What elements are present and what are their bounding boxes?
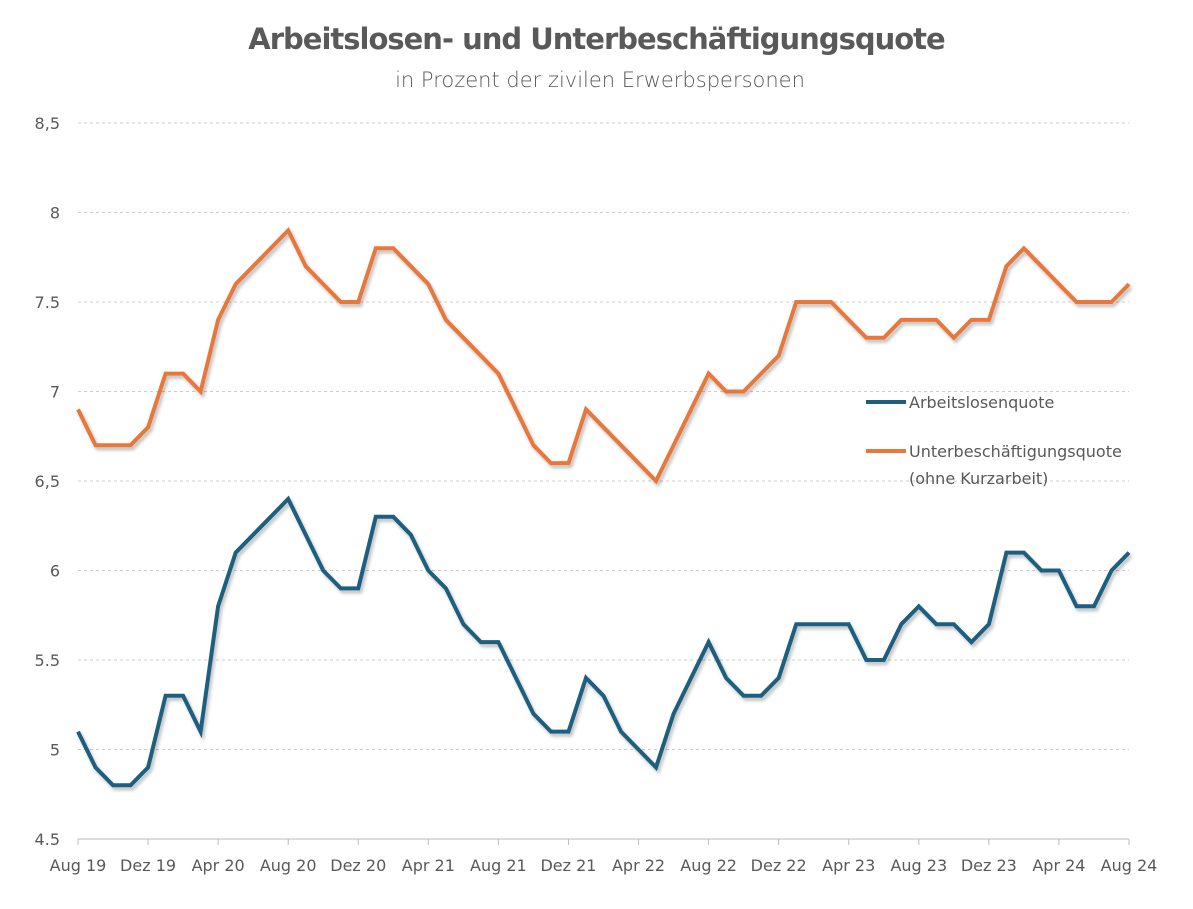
x-tick-label: Dez 20 [330,856,386,875]
y-tick-label: 5.5 [35,651,60,670]
legend-label-arbeitslosenquote: Arbeitslosenquote [909,393,1054,412]
legend-label-unterbeschaeftigungsquote-line2: (ohne Kurzarbeit) [909,469,1048,488]
chart-subtitle: in Prozent der zivilen Erwerbspersonen [395,68,805,92]
x-tick-label: Aug 24 [1101,856,1158,875]
y-tick-label: 7.5 [35,293,60,312]
x-tick-label: Dez 22 [751,856,807,875]
y-tick-label: 8 [50,204,60,223]
x-tick-label: Aug 21 [470,856,527,875]
x-tick-label: Aug 19 [50,856,107,875]
chart-title: Arbeitslosen- und Unterbeschäftigungsquo… [248,22,945,56]
x-tick-label: Apr 23 [822,856,875,875]
x-tick-label: Apr 22 [612,856,665,875]
legend-label-unterbeschaeftigungsquote: Unterbeschäftigungsquote [909,442,1122,461]
x-tick-label: Apr 21 [402,856,455,875]
x-tick-label: Aug 22 [680,856,737,875]
y-tick-label: 6 [50,562,60,581]
y-tick-label: 5 [50,741,60,760]
x-tick-label: Apr 20 [192,856,245,875]
legend: Arbeitslosenquote Unterbeschäftigungsquo… [866,393,1122,488]
y-tick-label: 8,5 [35,114,60,133]
x-tick-label: Dez 23 [961,856,1017,875]
y-tick-label: 6,5 [35,472,60,491]
series-line-arbeitslosenquote [76,495,1131,788]
x-tick-label: Apr 24 [1032,856,1085,875]
x-tick-label: Dez 19 [120,856,176,875]
y-tick-label: 4.5 [35,830,60,849]
x-tick-label: Dez 21 [540,856,596,875]
x-tick-label: Aug 20 [260,856,317,875]
y-tick-label: 7 [50,383,60,402]
x-tick-label: Aug 23 [890,856,947,875]
series-line-unterbeschaeftigungsquote [76,226,1131,485]
